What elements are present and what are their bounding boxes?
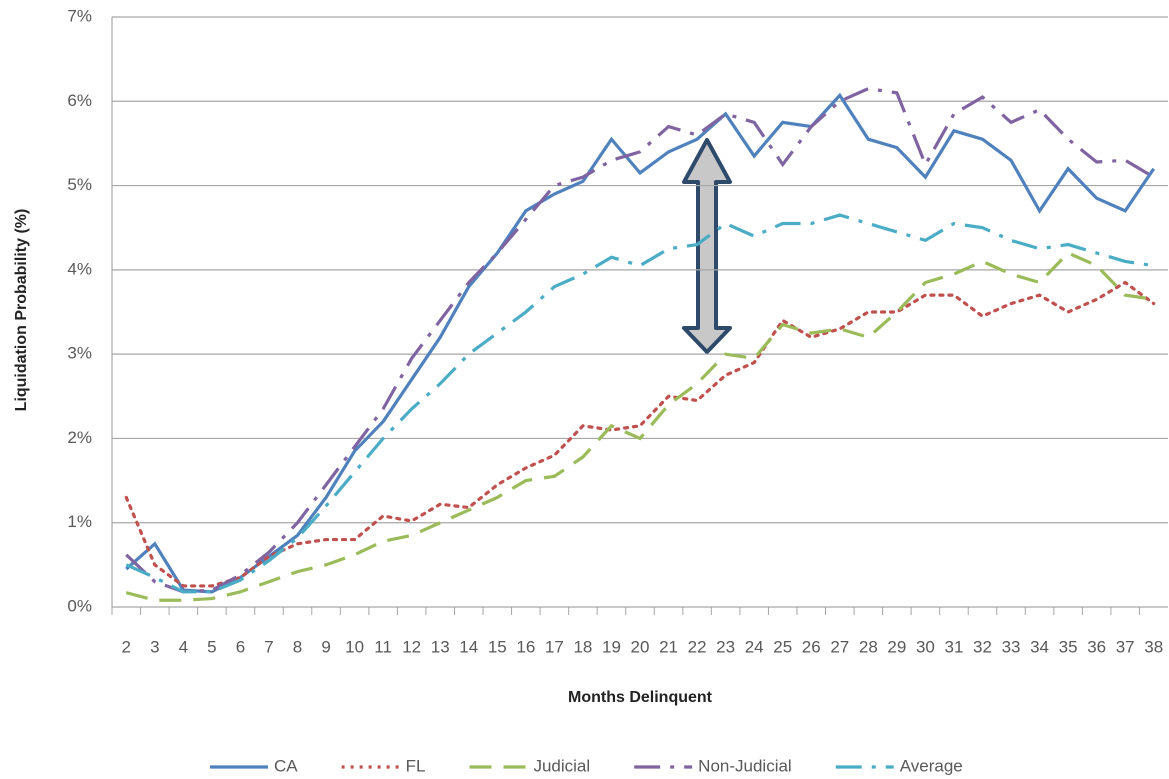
x-tick-label: 37 (1116, 637, 1135, 656)
series-line (125, 213, 1154, 594)
y-tick-label: 2% (67, 428, 92, 447)
x-tick-label: 11 (374, 637, 392, 656)
x-tick-label: 2 (122, 637, 131, 656)
y-tick-label: 6% (67, 91, 92, 110)
x-tick-label: 38 (1144, 637, 1163, 656)
y-tick-label: 0% (67, 596, 92, 615)
x-tick-label: 32 (973, 637, 992, 656)
x-tick-label: 5 (207, 637, 216, 656)
x-tick-label: 33 (1002, 637, 1021, 656)
x-tick-label: 23 (716, 637, 735, 656)
x-tick-label: 17 (545, 637, 564, 656)
x-tick-label: 36 (1087, 637, 1106, 656)
series-line (125, 86, 1155, 594)
x-tick-label: 31 (944, 637, 963, 656)
x-tick-label: 35 (1059, 637, 1078, 656)
x-tick-label: 8 (293, 637, 302, 656)
x-axis-title: Months Delinquent (568, 689, 713, 706)
x-tick-label: 19 (602, 637, 621, 656)
x-tick-label: 10 (345, 637, 364, 656)
y-axis-title: Liquidation Probability (%) (13, 209, 30, 412)
legend-label: Judicial (533, 756, 590, 775)
legend-label: FL (406, 756, 426, 775)
x-tick-label: 26 (802, 637, 821, 656)
x-tick-label: 4 (179, 637, 188, 656)
x-tick-label: 29 (887, 637, 906, 656)
x-tick-label: 27 (830, 637, 849, 656)
x-tick-label: 12 (402, 637, 421, 656)
x-tick-label: 14 (459, 637, 478, 656)
gap-arrow (682, 138, 732, 354)
x-tick-label: 18 (573, 637, 592, 656)
legend-label: CA (274, 756, 298, 775)
x-tick-label: 22 (688, 637, 707, 656)
series-line (125, 92, 1156, 594)
x-tick-label: 24 (745, 637, 764, 656)
x-tick-label: 15 (488, 637, 507, 656)
x-tick-label: 6 (236, 637, 245, 656)
legend-label: Non-Judicial (698, 756, 792, 775)
legend-label: Average (900, 756, 963, 775)
y-tick-label: 3% (67, 344, 92, 363)
x-tick-label: 7 (264, 637, 273, 656)
x-tick-label: 25 (773, 637, 792, 656)
y-tick-label: 4% (67, 259, 92, 278)
x-tick-label: 3 (150, 637, 159, 656)
series-line (124, 280, 1156, 588)
x-tick-label: 34 (1030, 637, 1049, 656)
x-tick-label: 30 (916, 637, 935, 656)
y-tick-label: 7% (67, 6, 92, 25)
x-tick-label: 28 (859, 637, 878, 656)
x-tick-label: 16 (516, 637, 535, 656)
y-tick-label: 1% (67, 512, 92, 531)
x-tick-label: 9 (321, 637, 330, 656)
x-tick-label: 20 (631, 637, 650, 656)
x-tick-label: 21 (659, 637, 678, 656)
series-line (125, 251, 1154, 602)
x-tick-label: 13 (431, 637, 450, 656)
y-tick-label: 5% (67, 175, 92, 194)
